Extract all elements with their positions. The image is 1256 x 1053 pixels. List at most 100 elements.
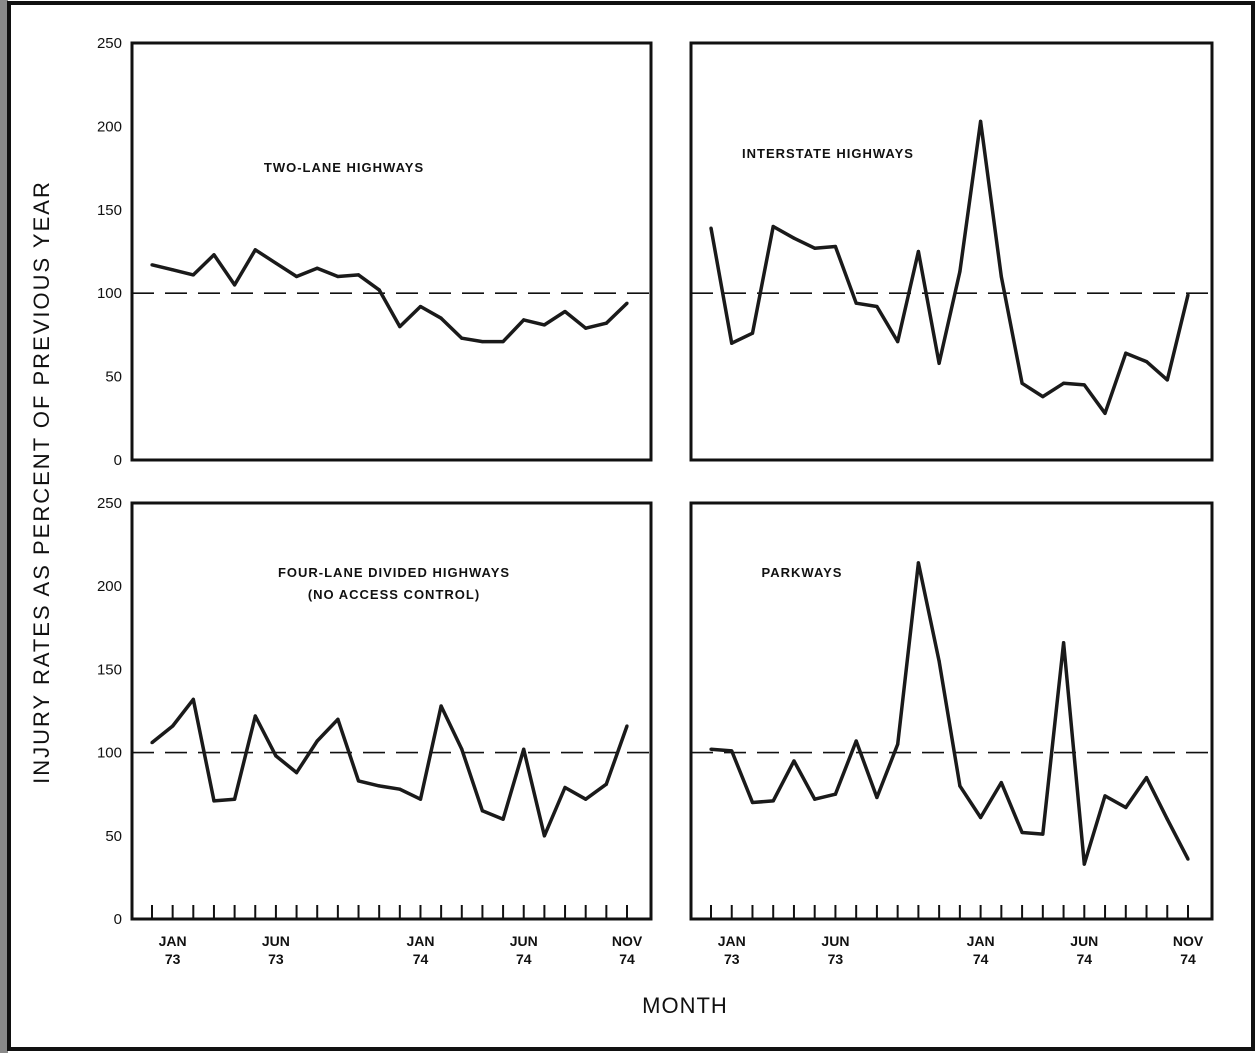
data-point <box>1186 857 1190 861</box>
x-tick-label-year: 73 <box>828 951 844 967</box>
panel-title: FOUR-LANE DIVIDED HIGHWAYS <box>278 565 510 580</box>
data-point <box>1144 359 1149 364</box>
data-point <box>542 834 546 838</box>
data-point <box>522 747 526 751</box>
x-tick-label-year: 74 <box>516 951 532 967</box>
data-point <box>875 795 879 800</box>
data-point <box>501 817 505 821</box>
data-point <box>439 704 443 708</box>
data-point <box>233 797 237 801</box>
panel-title: PARKWAYS <box>762 565 843 580</box>
x-tick-label-year: 73 <box>165 951 181 967</box>
data-point <box>1124 805 1128 810</box>
data-point <box>171 724 175 728</box>
data-point <box>625 724 629 728</box>
y-axis-label: INJURY RATES AS PERCENT OF PREVIOUS YEAR <box>29 180 54 784</box>
data-point <box>792 236 796 240</box>
data-point <box>916 249 920 254</box>
data-point <box>750 331 755 335</box>
panel-interstate-highways: INTERSTATE HIGHWAYS <box>689 41 1214 462</box>
series-line <box>150 697 629 838</box>
data-point <box>398 324 402 329</box>
data-point <box>460 336 464 340</box>
data-point <box>356 779 361 783</box>
data-point <box>833 792 838 796</box>
data-point <box>418 304 423 309</box>
x-tick-label-month: JAN <box>159 933 187 949</box>
data-point <box>875 304 879 309</box>
panel-frame <box>689 501 1214 921</box>
data-point <box>1103 794 1107 798</box>
data-point <box>253 714 257 718</box>
data-point <box>315 266 319 270</box>
data-point <box>625 301 629 305</box>
x-tick-label-year: 73 <box>724 951 740 967</box>
data-point <box>730 341 734 345</box>
x-tick-label-month: NOV <box>612 933 643 949</box>
data-point <box>1082 383 1086 387</box>
y-tick-label: 50 <box>105 828 122 845</box>
y-tick-label: 150 <box>97 202 122 219</box>
y-tick-label: 150 <box>97 661 122 678</box>
panel-title: TWO-LANE HIGHWAYS <box>264 160 424 175</box>
panel-frame <box>130 41 653 462</box>
data-point <box>233 283 237 287</box>
x-tick-label-month: JAN <box>406 933 434 949</box>
data-point <box>1144 775 1149 780</box>
y-tick-label: 200 <box>97 578 122 595</box>
data-point <box>191 273 195 277</box>
data-point <box>522 318 526 322</box>
data-point <box>958 269 962 274</box>
y-tick-label: 0 <box>114 452 122 469</box>
x-tick-label-year: 74 <box>973 951 989 967</box>
data-point <box>1103 411 1107 415</box>
data-point <box>356 273 361 277</box>
data-point <box>336 717 340 721</box>
data-point <box>750 800 755 805</box>
panel-frame <box>130 501 653 921</box>
data-point <box>1186 293 1190 297</box>
panel-title: INTERSTATE HIGHWAYS <box>742 146 914 161</box>
page-border-left-strip <box>0 0 8 1053</box>
data-point <box>1165 378 1169 382</box>
data-point <box>937 361 941 365</box>
page-border <box>7 1 1255 1051</box>
data-point <box>833 244 838 249</box>
data-point <box>480 339 485 344</box>
panel-four-lane-divided-highways: 0 50 100 150 200 250 JAN 73 JUN 73 JAN 74 JUN 74 NOV 74… <box>97 495 653 967</box>
data-point <box>1041 832 1045 836</box>
data-point <box>171 268 175 272</box>
x-tick-label-year: 74 <box>1180 951 1196 967</box>
series-line <box>709 119 1190 416</box>
data-point <box>937 659 941 663</box>
data-point <box>315 739 319 743</box>
data-point <box>730 749 734 753</box>
data-point <box>563 309 567 314</box>
data-point <box>979 119 983 123</box>
data-point <box>480 809 485 813</box>
series-line <box>151 248 629 344</box>
data-point <box>398 787 402 791</box>
y-tick-label: 200 <box>97 118 122 135</box>
x-tick-label-month: JUN <box>1070 933 1098 949</box>
data-point <box>771 799 775 803</box>
panel-subtitle: (NO ACCESS CONTROL) <box>308 587 480 602</box>
data-point <box>336 274 340 279</box>
data-point <box>854 301 858 305</box>
y-tick-label: 100 <box>97 745 122 762</box>
data-point <box>563 785 567 790</box>
data-point <box>150 741 154 745</box>
data-point <box>999 274 1003 279</box>
data-point <box>418 797 423 801</box>
y-tick-label: 100 <box>97 285 122 302</box>
data-point <box>854 739 858 743</box>
data-point <box>1165 817 1169 821</box>
data-point <box>294 274 299 279</box>
y-tick-label: 250 <box>97 495 122 512</box>
data-point <box>916 561 920 565</box>
panel-parkways: JAN 73 JUN 73 JAN 74 JUN 74 NOV 74 PARKWAYS <box>689 501 1214 967</box>
x-tick-label-month: JUN <box>821 933 849 949</box>
data-point <box>191 697 195 701</box>
x-tick-label-year: 74 <box>1077 951 1093 967</box>
